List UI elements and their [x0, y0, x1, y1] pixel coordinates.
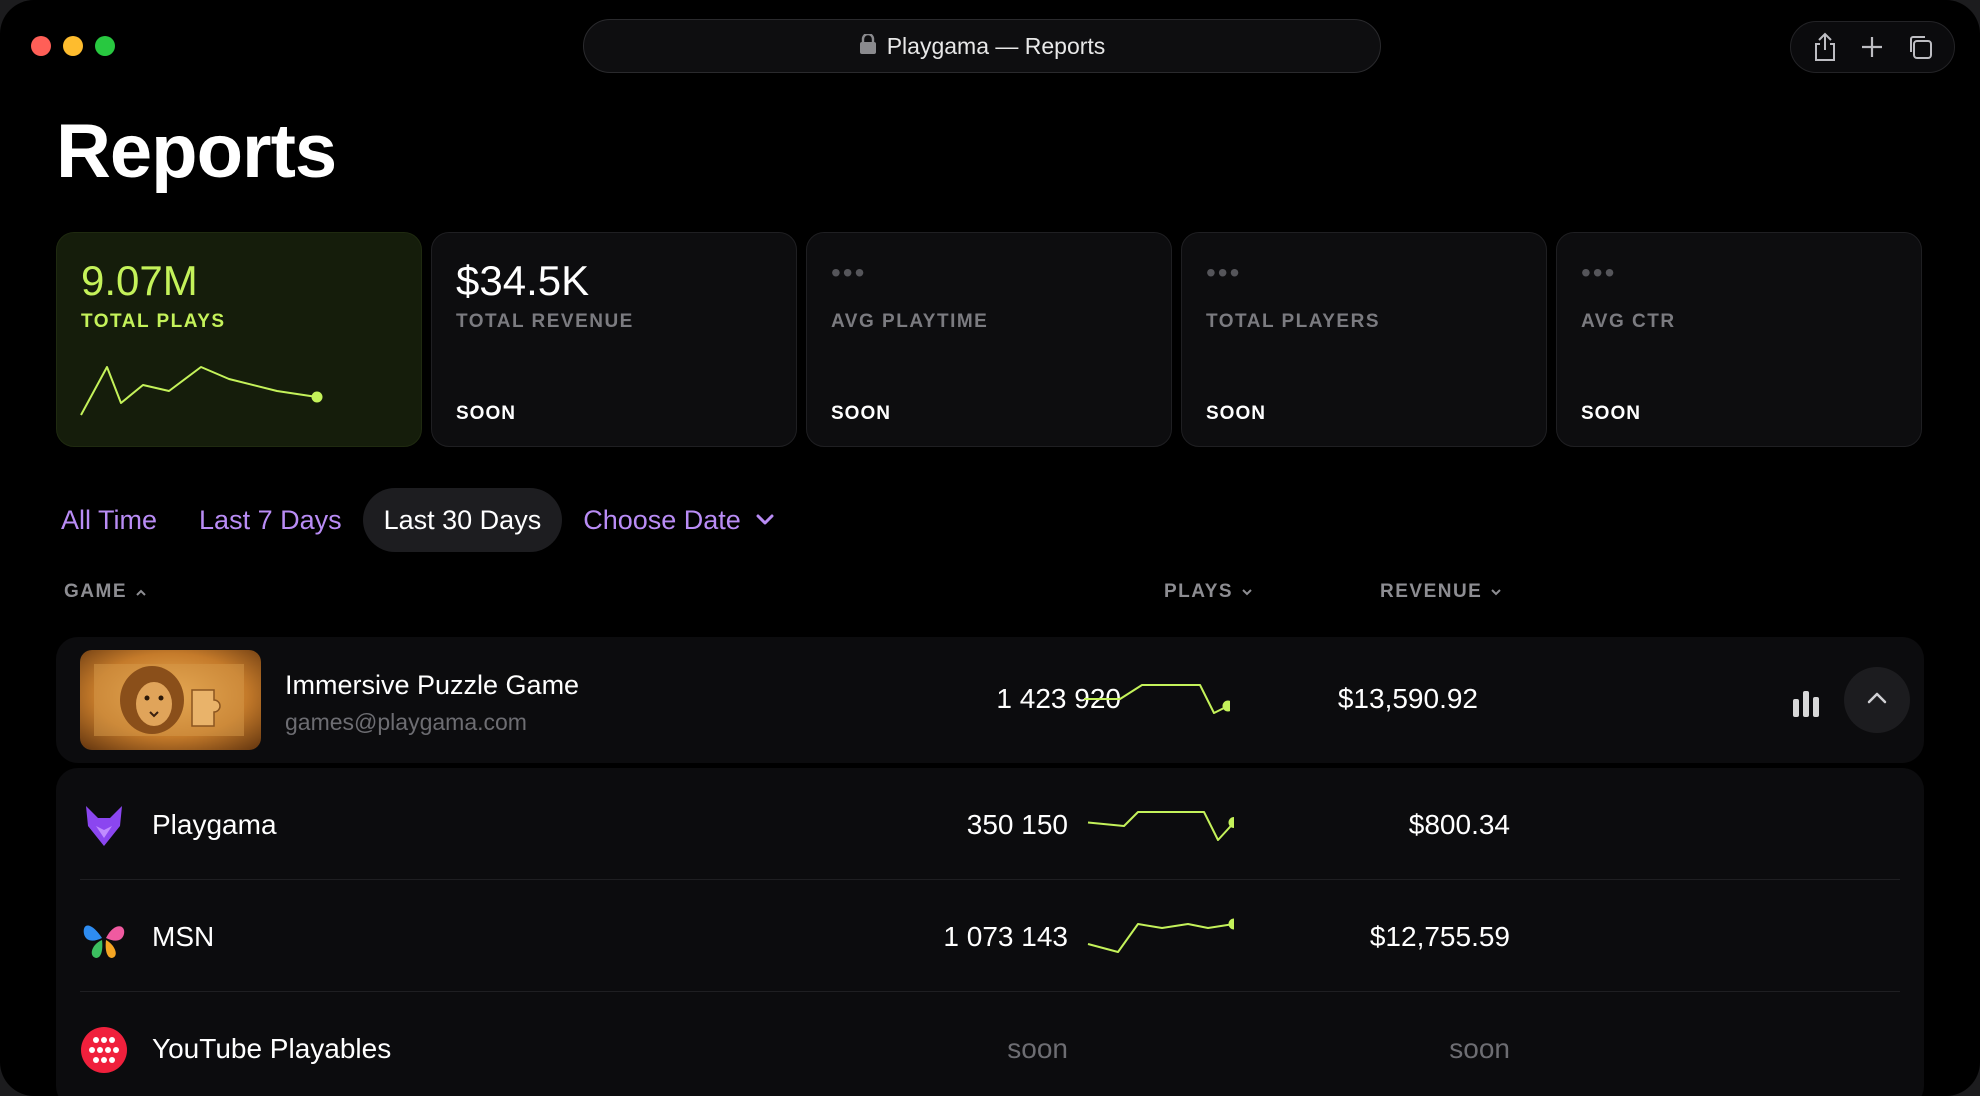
platform-row-youtube-playables[interactable]: YouTube Playables soon soon: [80, 992, 1900, 1096]
address-bar[interactable]: Playgama — Reports: [583, 19, 1381, 73]
stat-value-placeholder: •••: [1206, 257, 1242, 288]
platform-revenue: soon: [1449, 1033, 1510, 1064]
stat-status: SOON: [1581, 403, 1641, 424]
sparkline-endpoint: [311, 391, 323, 403]
chevron-down-icon: [1241, 581, 1253, 603]
plus-icon[interactable]: [1855, 30, 1889, 64]
youtube-playables-icon: [80, 1026, 128, 1074]
column-header-label: REVENUE: [1380, 581, 1483, 602]
game-row[interactable]: Immersive Puzzle Game games@playgama.com…: [56, 637, 1924, 763]
game-plays-sparkline: [1084, 684, 1230, 714]
sparkline-endpoint: [1228, 918, 1234, 930]
column-header-label: PLAYS: [1164, 581, 1234, 602]
platform-revenue: $800.34: [1408, 809, 1510, 840]
game-title: Immersive Puzzle Game: [285, 670, 580, 700]
platform-name: MSN: [152, 921, 215, 952]
page-title: Reports: [56, 109, 337, 194]
toolbar-actions: [1790, 21, 1955, 73]
filter-all-time[interactable]: All Time: [61, 504, 158, 535]
stat-label: AVG CTR: [1581, 311, 1676, 332]
sparkline-path: [1087, 923, 1234, 953]
tabs-icon[interactable]: [1903, 30, 1937, 64]
column-header-label: GAME: [64, 581, 127, 602]
stat-status: SOON: [831, 403, 891, 424]
chevron-down-icon: [1490, 581, 1502, 603]
msn-butterfly-icon: [80, 914, 128, 962]
stat-card-avg-ctr[interactable]: ••• AVG CTR SOON: [1556, 232, 1922, 447]
platform-plays-sparkline: [1087, 918, 1234, 953]
stat-value-placeholder: •••: [831, 257, 867, 288]
sparkline-path: [80, 366, 318, 416]
stat-value-placeholder: •••: [1581, 257, 1617, 288]
game-revenue: $13,590.92: [1337, 683, 1478, 714]
platform-breakdown: Playgama 350 150 $800.34 MSN 1 073 143 $…: [56, 768, 1924, 1096]
minimize-window-button[interactable]: [63, 36, 83, 56]
date-filters: All Time Last 7 Days Last 30 Days Choose…: [40, 488, 796, 552]
close-window-button[interactable]: [31, 36, 51, 56]
chevron-up-icon: [135, 581, 147, 603]
platform-row-playgama[interactable]: Playgama 350 150 $800.34: [80, 768, 1900, 880]
chevron-down-icon: [755, 513, 775, 527]
column-header-game[interactable]: GAME: [64, 581, 147, 603]
stat-value: $34.5K: [456, 257, 590, 304]
maximize-window-button[interactable]: [95, 36, 115, 56]
platform-plays: 350 150: [966, 809, 1068, 840]
stat-label: TOTAL PLAYERS: [1206, 311, 1380, 332]
platform-plays-sparkline: [1087, 811, 1234, 841]
filter-last-30-days[interactable]: Last 30 Days: [362, 488, 563, 552]
stat-label: TOTAL PLAYS: [81, 311, 226, 332]
game-email: games@playgama.com: [285, 709, 527, 735]
bar-chart-icon[interactable]: [1789, 683, 1823, 717]
stat-card-total-players[interactable]: ••• TOTAL PLAYERS SOON: [1181, 232, 1547, 447]
sparkline-endpoint: [1222, 700, 1230, 712]
stat-status: SOON: [1206, 403, 1266, 424]
sparkline-path: [1087, 811, 1234, 841]
stat-label: AVG PLAYTIME: [831, 311, 989, 332]
lock-icon: [859, 32, 877, 60]
stat-card-total-revenue[interactable]: $34.5K TOTAL REVENUE SOON: [431, 232, 797, 447]
platform-plays: soon: [1007, 1033, 1068, 1064]
stats-cards: 9.07M TOTAL PLAYS $34.5K TOTAL REVENUE S…: [56, 232, 1922, 447]
sparkline-endpoint: [1228, 817, 1234, 828]
platform-plays: 1 073 143: [943, 921, 1068, 952]
choose-date-label: Choose Date: [583, 504, 741, 535]
column-header-plays[interactable]: PLAYS: [1164, 581, 1253, 603]
stat-card-total-plays[interactable]: 9.07M TOTAL PLAYS: [56, 232, 422, 447]
window-controls: [31, 36, 115, 56]
filter-choose-date[interactable]: Choose Date: [562, 488, 796, 552]
column-header-revenue[interactable]: REVENUE: [1380, 581, 1502, 603]
chevron-up-icon: [1866, 691, 1888, 710]
stat-label: TOTAL REVENUE: [456, 311, 634, 332]
playgama-fox-icon: [80, 802, 128, 850]
game-thumbnail: [80, 650, 261, 750]
stat-status: SOON: [456, 403, 516, 424]
sparkline-path: [1084, 684, 1229, 714]
stat-value: 9.07M: [81, 257, 198, 304]
collapse-button[interactable]: [1844, 667, 1910, 733]
filter-last-7-days[interactable]: Last 7 Days: [199, 504, 342, 535]
platform-name: Playgama: [152, 809, 277, 840]
platform-name: YouTube Playables: [152, 1033, 392, 1064]
address-bar-title: Playgama — Reports: [886, 32, 1106, 59]
share-icon[interactable]: [1808, 30, 1842, 64]
total-plays-sparkline: [80, 366, 323, 416]
stat-card-avg-playtime[interactable]: ••• AVG PLAYTIME SOON: [806, 232, 1172, 447]
platform-revenue: $12,755.59: [1369, 921, 1510, 952]
platform-row-msn[interactable]: MSN 1 073 143 $12,755.59: [80, 880, 1900, 992]
